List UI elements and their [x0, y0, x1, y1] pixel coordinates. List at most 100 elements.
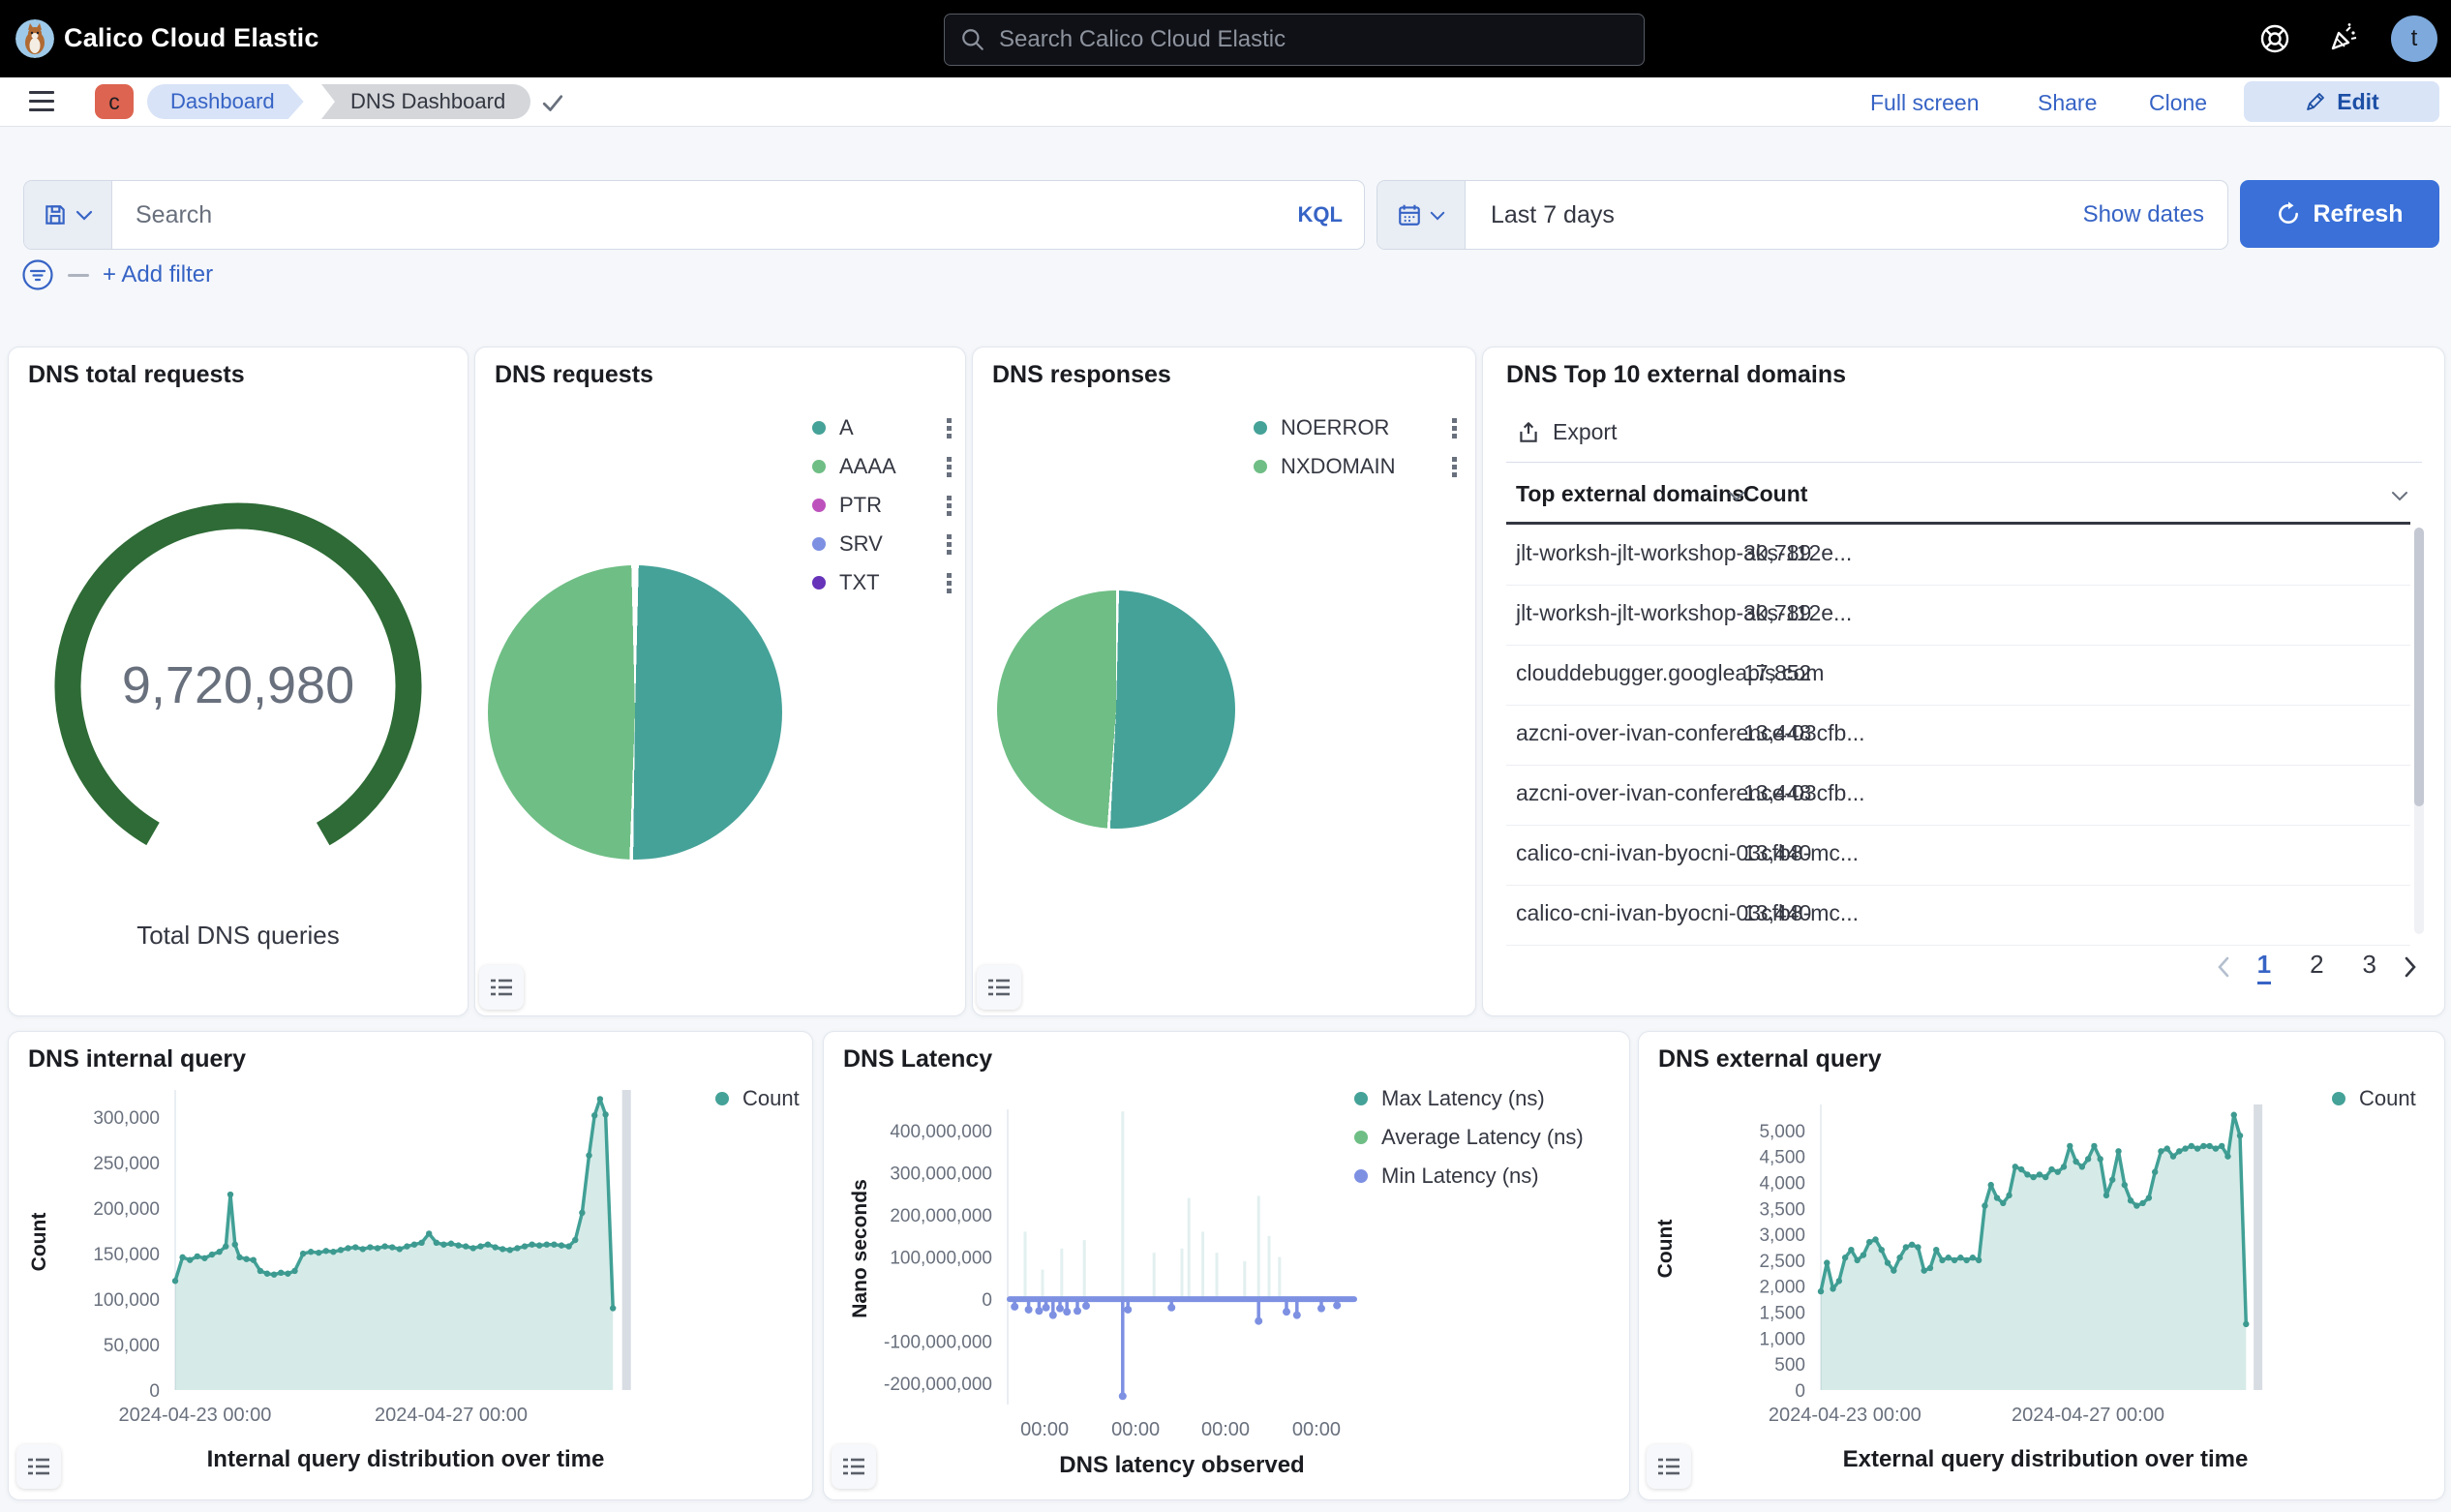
saved-query-menu-button[interactable] — [24, 181, 112, 249]
time-picker: Last 7 days Show dates — [1377, 180, 2228, 250]
external-query-chart[interactable]: 05001,0001,5002,0002,5003,0003,5004,0004… — [1639, 1032, 2444, 1438]
legend-item-ptr[interactable]: PTR — [812, 493, 952, 518]
chevron-down-icon[interactable] — [2391, 490, 2408, 501]
scrollbar-thumb[interactable] — [2414, 528, 2424, 806]
y-tick-label: 200,000 — [93, 1199, 160, 1220]
table-row[interactable]: azcni-over-ivan-conference-03cfb...13,44… — [1506, 765, 2410, 826]
legend-item-srv[interactable]: SRV — [812, 531, 952, 557]
legend-actions-icon[interactable] — [947, 496, 952, 516]
table-row[interactable]: clouddebugger.googleapis.com17,852 — [1506, 645, 2410, 706]
dns-responses-pie-chart[interactable] — [997, 590, 1235, 829]
y-tick-label: 250,000 — [93, 1154, 160, 1174]
edit-button[interactable]: Edit — [2244, 81, 2439, 122]
x-tick-label: 00:00 — [1292, 1419, 1341, 1440]
breadcrumb-dns-dashboard: DNS Dashboard — [321, 84, 530, 119]
clone-button[interactable]: Clone — [2149, 90, 2207, 116]
legend-dot — [812, 576, 826, 590]
pagination: 1 2 3 — [2215, 950, 2419, 984]
legend-actions-icon[interactable] — [947, 534, 952, 555]
y-tick-label: 200,000,000 — [890, 1206, 992, 1226]
page-1[interactable]: 1 — [2257, 950, 2271, 984]
page-3[interactable]: 3 — [2363, 950, 2376, 984]
chevron-left-icon — [2215, 954, 2232, 980]
internal-query-chart[interactable]: 050,000100,000150,000200,000250,000300,0… — [9, 1032, 812, 1438]
breadcrumb-dashboard[interactable]: Dashboard — [147, 84, 304, 119]
panel-options-button[interactable] — [977, 965, 1021, 1010]
panel-options-button[interactable] — [479, 965, 524, 1010]
dns-requests-pie-chart[interactable] — [488, 565, 782, 860]
latency-chart[interactable]: 400,000,000300,000,000200,000,000100,000… — [824, 1032, 1629, 1443]
filter-icon[interactable] — [21, 258, 54, 291]
space-initial: c — [108, 89, 120, 115]
legend-item-a[interactable]: A — [812, 415, 952, 440]
table-scrollbar[interactable] — [2414, 528, 2424, 934]
y-tick-label: 4,000 — [1759, 1173, 1805, 1194]
page-2[interactable]: 2 — [2310, 950, 2323, 984]
chevron-down-icon — [76, 209, 93, 221]
column-header-count[interactable]: Count — [1743, 481, 1807, 507]
kql-toggle[interactable]: KQL — [1298, 202, 1343, 227]
list-icon — [489, 975, 514, 1000]
x-tick-label: 2024-04-27 00:00 — [375, 1405, 528, 1426]
check-icon[interactable] — [538, 88, 567, 117]
list-icon — [1656, 1454, 1681, 1479]
legend-actions-icon[interactable] — [1452, 457, 1457, 477]
legend-dot — [1254, 460, 1267, 473]
table-header: Top external domains Count — [1483, 481, 2444, 520]
panel-title: DNS Top 10 external domains — [1506, 361, 1846, 389]
export-button[interactable]: Export — [1516, 419, 1617, 445]
column-header-domains[interactable]: Top external domains — [1516, 481, 1744, 507]
query-bar: Search KQL — [23, 180, 1365, 250]
space-badge[interactable]: c — [95, 84, 134, 119]
y-tick-label: -200,000,000 — [884, 1375, 992, 1395]
export-icon — [1516, 420, 1541, 445]
legend-actions-icon[interactable] — [947, 573, 952, 593]
legend-dot — [812, 460, 826, 473]
x-tick-label: 2024-04-23 00:00 — [1769, 1405, 1921, 1426]
user-avatar[interactable]: t — [2391, 15, 2437, 62]
calico-logo-icon[interactable] — [15, 19, 54, 58]
panel-dns-external-query: DNS external query Count Count 05001,000… — [1638, 1031, 2445, 1500]
y-tick-label: 500 — [1774, 1355, 1805, 1376]
share-button[interactable]: Share — [2038, 90, 2097, 116]
table-row[interactable]: calico-cni-ivan-byocni-03cfb8-mc...13,44… — [1506, 825, 2410, 886]
y-tick-label: 3,000 — [1759, 1225, 1805, 1246]
table-row[interactable]: jlt-worksh-jlt-workshop-aks-112e...30,78… — [1506, 525, 2410, 586]
news-feed-icon[interactable] — [2325, 21, 2360, 56]
cell-count: 17,852 — [1743, 660, 1811, 686]
time-range-value[interactable]: Last 7 days — [1491, 201, 2083, 229]
save-icon — [43, 202, 68, 227]
help-icon[interactable] — [2257, 21, 2292, 56]
full-screen-button[interactable]: Full screen — [1870, 90, 1979, 116]
global-search-input[interactable]: Search Calico Cloud Elastic — [944, 14, 1645, 66]
filter-dash — [68, 274, 89, 277]
refresh-button[interactable]: Refresh — [2240, 180, 2439, 248]
y-tick-label: 5,000 — [1759, 1122, 1805, 1142]
table-row[interactable]: azcni-over-ivan-conference-03cfb...13,44… — [1506, 705, 2410, 766]
x-axis-title: DNS latency observed — [940, 1452, 1424, 1479]
date-quick-menu-button[interactable] — [1377, 181, 1466, 249]
menu-icon[interactable] — [29, 91, 54, 112]
legend-actions-icon[interactable] — [947, 457, 952, 477]
y-tick-label: 1,500 — [1759, 1304, 1805, 1324]
legend-actions-icon[interactable] — [1452, 418, 1457, 438]
kql-search-input[interactable]: Search — [136, 201, 1298, 229]
panel-options-button[interactable] — [832, 1444, 876, 1489]
cell-count: 13,440 — [1743, 840, 1811, 866]
table-row[interactable]: jlt-worksh-jlt-workshop-aks-112e...30,78… — [1506, 585, 2410, 646]
table-row[interactable]: calico-cni-ivan-byocni-03cfb8-mc...13,44… — [1506, 885, 2410, 946]
legend-item-nxdomain[interactable]: NXDOMAIN — [1254, 454, 1457, 479]
legend-actions-icon[interactable] — [947, 418, 952, 438]
show-dates-button[interactable]: Show dates — [2083, 201, 2204, 228]
legend-item-aaaa[interactable]: AAAA — [812, 454, 952, 479]
panel-options-button[interactable] — [16, 1444, 61, 1489]
legend-dot — [812, 499, 826, 512]
list-icon — [26, 1454, 51, 1479]
legend-item-txt[interactable]: TXT — [812, 570, 952, 595]
add-filter-button[interactable]: + Add filter — [103, 261, 213, 288]
cell-domain: azcni-over-ivan-conference-03cfb... — [1516, 720, 1865, 746]
chevron-right-icon[interactable] — [2402, 954, 2419, 980]
panel-options-button[interactable] — [1647, 1444, 1691, 1489]
list-icon — [841, 1454, 866, 1479]
legend-item-noerror[interactable]: NOERROR — [1254, 415, 1457, 440]
